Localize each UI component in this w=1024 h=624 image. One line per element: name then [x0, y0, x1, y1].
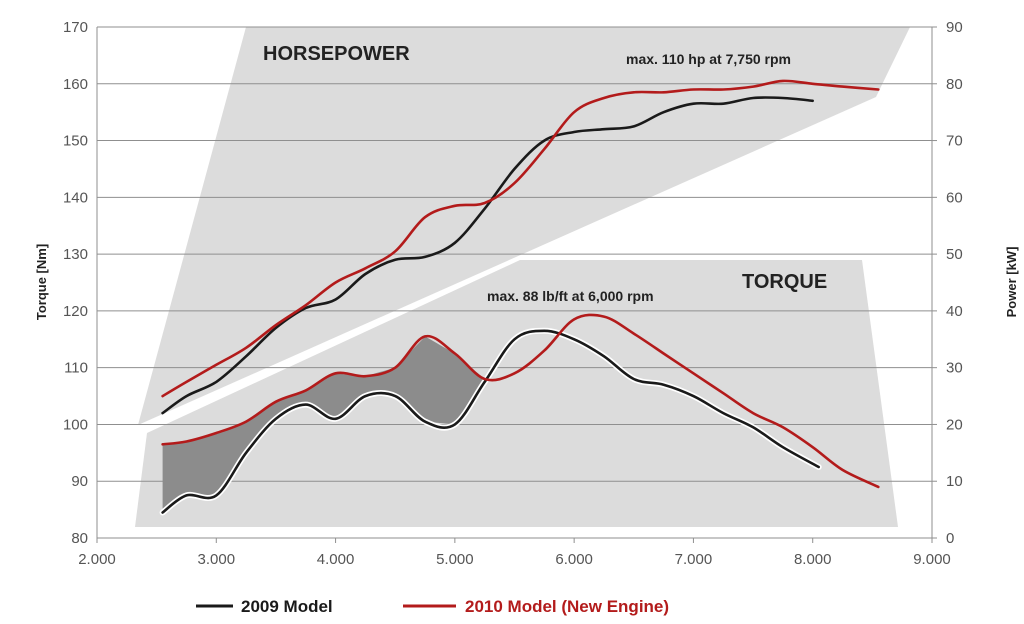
series-line-power-2010: [161, 79, 880, 398]
right-tick-label: 90: [946, 19, 963, 36]
torque-band: [135, 260, 898, 527]
hp-annotation: max. 110 hp at 7,750 rpm: [626, 51, 791, 67]
right-tick-label: 0: [946, 530, 954, 547]
left-tick-label: 170: [63, 19, 88, 36]
right-tick-label: 80: [946, 76, 963, 93]
x-tick-label: 4.000: [317, 551, 355, 568]
right-tick-label: 20: [946, 416, 963, 433]
x-tick-label: 6.000: [555, 551, 593, 568]
left-tick-label: 140: [63, 189, 88, 206]
horsepower-label: HORSEPOWER: [263, 43, 410, 65]
torque-label: TORQUE: [742, 271, 827, 293]
torque-difference-fill: [162, 336, 485, 513]
left-tick-label: 100: [63, 416, 88, 433]
right-axis-title: Power [kW]: [1004, 247, 1019, 318]
legend: 2009 Model 2010 Model (New Engine): [196, 597, 669, 616]
x-tick-label: 8.000: [794, 551, 832, 568]
series-lines: [159, 79, 880, 516]
left-tick-label: 90: [71, 473, 88, 490]
series-line-power-2009: [161, 96, 814, 415]
left-axis-title: Torque [Nm]: [34, 244, 49, 320]
gridlines: [97, 26, 932, 539]
x-tick-label: 3.000: [198, 551, 236, 568]
left-tick-label: 160: [63, 76, 88, 93]
left-tick-label: 150: [63, 133, 88, 150]
torque-annotation: max. 88 lb/ft at 6,000 rpm: [487, 288, 654, 304]
background-bands: [135, 27, 910, 527]
axes: 80 90 100 110 120 130 140 150 160 170 0 10 20 30 40 50 6…: [63, 19, 963, 568]
horsepower-band: [138, 27, 910, 425]
legend-label-2010: 2010 Model (New Engine): [465, 597, 669, 616]
x-tick-label: 2.000: [78, 551, 116, 568]
right-tick-label: 60: [946, 189, 963, 206]
left-tick-label: 80: [71, 530, 88, 547]
right-tick-label: 70: [946, 133, 963, 150]
legend-label-2009: 2009 Model: [241, 597, 333, 616]
series-line-torque-2009: [161, 329, 820, 514]
x-tick-label: 9.000: [913, 551, 951, 568]
series-line-torque-2010: [161, 313, 880, 489]
x-tick-label: 7.000: [675, 551, 713, 568]
right-tick-label: 30: [946, 360, 963, 377]
right-tick-label: 40: [946, 303, 963, 320]
left-tick-label: 120: [63, 303, 88, 320]
left-tick-label: 130: [63, 246, 88, 263]
right-tick-label: 10: [946, 473, 963, 490]
x-tick-label: 5.000: [436, 551, 474, 568]
right-tick-label: 50: [946, 246, 963, 263]
left-tick-label: 110: [64, 360, 88, 377]
